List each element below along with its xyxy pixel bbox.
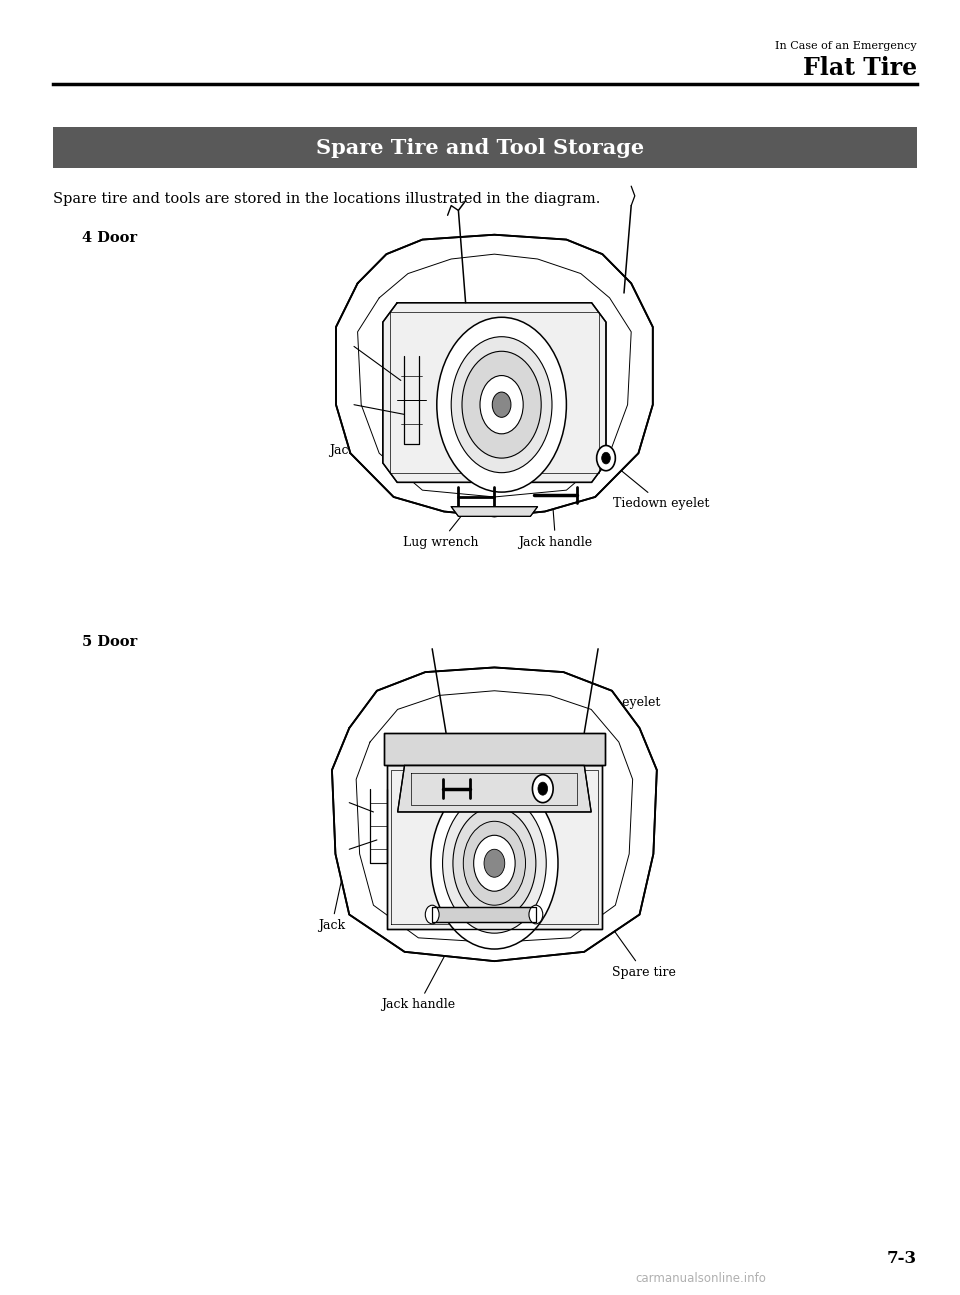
Circle shape [473, 835, 516, 891]
Text: Jack handle: Jack handle [518, 497, 592, 549]
FancyBboxPatch shape [53, 127, 917, 168]
Text: Jack: Jack [318, 847, 348, 932]
Circle shape [484, 850, 505, 877]
Text: In Case of an Emergency: In Case of an Emergency [775, 41, 917, 52]
Polygon shape [332, 667, 657, 961]
Polygon shape [383, 303, 606, 483]
Circle shape [443, 794, 546, 934]
Polygon shape [397, 765, 591, 812]
Circle shape [492, 392, 511, 417]
Text: Tiedown eyelet: Tiedown eyelet [544, 697, 660, 768]
Polygon shape [384, 733, 605, 765]
Circle shape [451, 337, 552, 473]
Circle shape [480, 376, 523, 434]
Polygon shape [387, 765, 602, 929]
Text: 5 Door: 5 Door [82, 635, 137, 649]
Text: 7-3: 7-3 [887, 1250, 917, 1267]
Circle shape [602, 452, 611, 464]
Text: 4 Door: 4 Door [82, 231, 136, 245]
Text: Spare Tire and Tool Storage: Spare Tire and Tool Storage [316, 137, 644, 158]
Text: Jack handle: Jack handle [381, 917, 466, 1011]
Circle shape [533, 774, 553, 803]
Text: Spare tire: Spare tire [540, 829, 676, 979]
Text: Lug wrench: Lug wrench [402, 499, 478, 549]
Circle shape [464, 821, 525, 905]
Text: Tiedown eyelet: Tiedown eyelet [608, 460, 709, 510]
Polygon shape [451, 506, 538, 517]
Text: carmanualsonline.info: carmanualsonline.info [636, 1272, 766, 1285]
Circle shape [425, 905, 439, 923]
Polygon shape [336, 234, 653, 517]
Text: Spare tire and tools are stored in the locations illustrated in the diagram.: Spare tire and tools are stored in the l… [53, 192, 600, 206]
Text: Lug wrench: Lug wrench [388, 697, 463, 768]
Text: Spare tire: Spare tire [533, 350, 605, 365]
Circle shape [529, 905, 542, 923]
Text: Flat Tire: Flat Tire [803, 56, 917, 80]
Circle shape [462, 351, 541, 458]
Circle shape [437, 317, 566, 492]
Circle shape [596, 445, 615, 471]
Text: Jack: Jack [328, 373, 361, 457]
Circle shape [538, 782, 547, 795]
Circle shape [453, 807, 536, 919]
Circle shape [431, 777, 558, 949]
Polygon shape [432, 906, 536, 922]
